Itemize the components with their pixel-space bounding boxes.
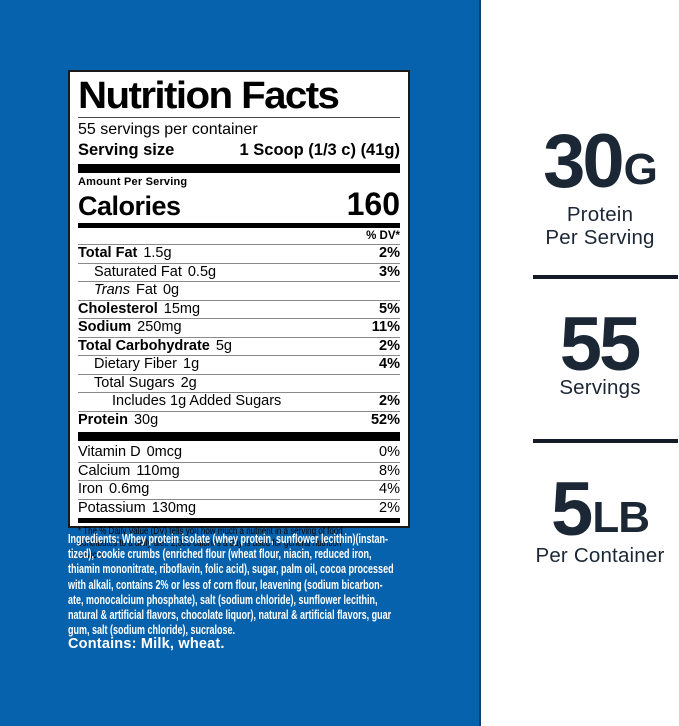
serving-size-row: Serving size 1 Scoop (1/3 c) (41g) [78,140,400,161]
nutrient-row-trans-fat: Trans Fat 0g [78,281,400,300]
nutrient-row-total-sugars: Total Sugars 2g [78,373,400,393]
daily-value-header: % DV* [366,230,400,242]
nutrient-row-total-carbohydrate: Total Carbohydrate 5g 2% [78,336,400,354]
blue-background-panel: Nutrition Facts 55 servings per containe… [0,0,481,726]
vitamin-row-calcium: Calcium 110mg 8% [78,461,400,479]
amount-per-serving: Amount Per Serving [78,176,188,188]
thick-bar [78,432,400,441]
callout-30g-protein: 30G [520,124,679,200]
medium-bar [78,223,400,228]
ingredients-text: Ingredients: Whey protein isolate (whey … [68,532,394,638]
callout-divider [533,439,678,443]
calories-row: Calories 160 [78,186,400,222]
thick-bar [78,164,400,173]
serving-size-value: 1 Scoop (1/3 c) (41g) [239,141,400,159]
title-rule [78,117,400,118]
calories-value: 160 [346,186,400,222]
allergen-statement: Contains: Milk, wheat. [68,636,225,652]
servings-count: 55 [559,302,642,387]
nutrient-row-cholesterol: Cholesterol 15mg 5% [78,299,400,317]
callout-5lb-container: 5LB [520,472,679,548]
protein-amount: 30G [543,119,658,204]
vitamin-row-vitamin-d: Vitamin D 0mcg 0% [78,444,400,460]
serving-size-label: Serving size [78,141,175,159]
vitamin-row-potassium: Potassium 130mg 2% [78,498,400,516]
nutrient-row-protein: Protein 30g 52% [78,410,400,428]
servings-per-container: 55 servings per container [78,121,258,138]
medium-bar [78,518,400,523]
daily-value-footnote: * The % Daily Value (DV) tells you how m… [78,526,343,561]
callout-divider [533,275,678,279]
callout-55-servings: 55 [520,307,679,383]
label-title: Nutrition Facts [78,75,340,117]
nutrient-row-total-fat: Total Fat 1.5g 2% [78,244,400,261]
nutrient-row-sodium: Sodium 250mg 11% [78,318,400,335]
nutrient-row-dietary-fiber: Dietary Fiber 1g 4% [78,355,400,374]
callout-30g-caption: Protein Per Serving [545,203,655,249]
nutrient-row-saturated-fat: Saturated Fat 0.5g 3% [78,262,400,282]
callout-55-caption: Servings [559,376,641,399]
container-weight: 5LB [551,467,650,552]
nutrient-row-added-sugars: Includes 1g Added Sugars 2% [78,392,400,411]
nutrition-facts-label: Nutrition Facts 55 servings per containe… [68,70,410,561]
calories-label: Calories [78,191,181,221]
callout-5lb-caption: Per Container [535,544,665,567]
vitamin-row-iron: Iron 0.6mg 4% [78,480,400,497]
